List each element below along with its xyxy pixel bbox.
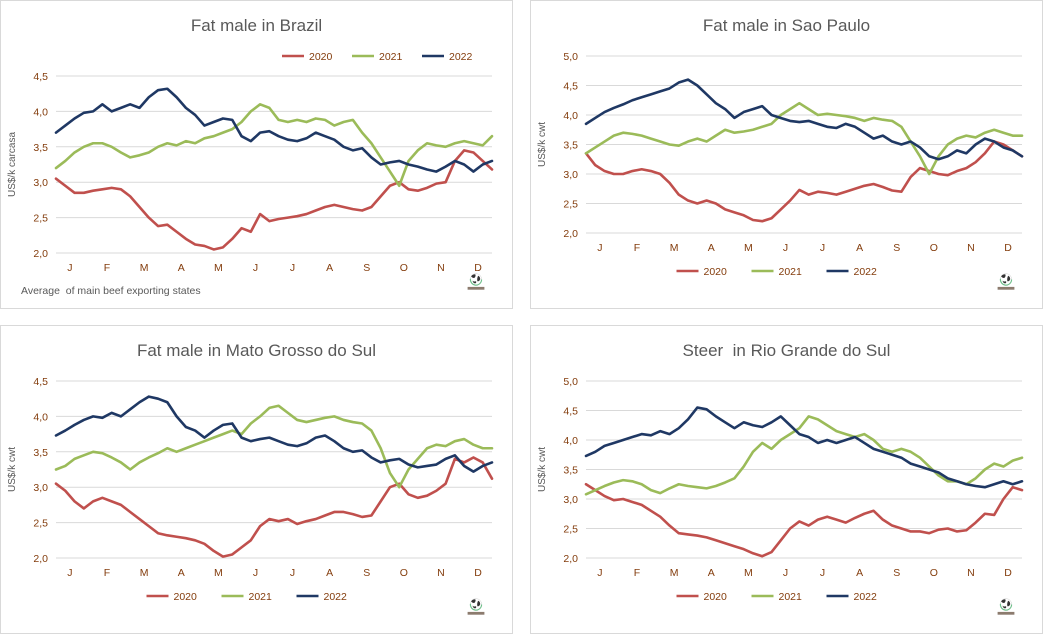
svg-text:US$/k cwt: US$/k cwt <box>537 447 548 492</box>
svg-text:2,0: 2,0 <box>563 228 578 240</box>
svg-text:N: N <box>437 567 445 579</box>
svg-text:D: D <box>1004 567 1012 579</box>
svg-text:2021: 2021 <box>779 266 803 278</box>
svg-text:2022: 2022 <box>854 266 878 278</box>
svg-text:2021: 2021 <box>379 51 403 63</box>
svg-text:3,5: 3,5 <box>563 140 578 152</box>
svg-text:D: D <box>474 567 482 579</box>
svg-text:J: J <box>820 567 825 579</box>
svg-text:5,0: 5,0 <box>563 376 578 388</box>
svg-text:M: M <box>744 567 753 579</box>
svg-text:3,0: 3,0 <box>33 177 48 189</box>
svg-text:M: M <box>140 567 149 579</box>
svg-text:J: J <box>290 567 295 579</box>
svg-text:4,5: 4,5 <box>33 376 48 388</box>
svg-text:4,5: 4,5 <box>33 71 48 83</box>
svg-text:D: D <box>474 262 482 274</box>
svg-text:2,5: 2,5 <box>33 518 48 530</box>
svg-text:J: J <box>67 567 72 579</box>
svg-text:2020: 2020 <box>704 591 728 603</box>
svg-text:J: J <box>783 242 788 254</box>
svg-text:4,0: 4,0 <box>33 106 48 118</box>
svg-text:2,0: 2,0 <box>563 553 578 565</box>
svg-text:3,0: 3,0 <box>33 482 48 494</box>
svg-text:2020: 2020 <box>704 266 728 278</box>
svg-text:2,0: 2,0 <box>33 553 48 565</box>
svg-text:J: J <box>783 567 788 579</box>
svg-text:Fat male in Sao Paulo: Fat male in Sao Paulo <box>703 16 870 35</box>
svg-text:2,0: 2,0 <box>33 248 48 260</box>
svg-text:O: O <box>930 242 938 254</box>
svg-text:2,5: 2,5 <box>33 213 48 225</box>
svg-text:A: A <box>326 567 333 579</box>
svg-text:S: S <box>893 242 900 254</box>
svg-text:US$/k cwt: US$/k cwt <box>537 122 548 167</box>
svg-text:A: A <box>856 242 863 254</box>
svg-text:A: A <box>708 567 715 579</box>
svg-text:US$/k cwt: US$/k cwt <box>7 447 18 492</box>
svg-text:3,5: 3,5 <box>563 465 578 477</box>
svg-text:A: A <box>178 567 185 579</box>
svg-text:A: A <box>178 262 185 274</box>
svg-text:F: F <box>634 567 640 579</box>
svg-text:J: J <box>67 262 72 274</box>
svg-text:4,5: 4,5 <box>563 81 578 93</box>
svg-text:S: S <box>893 567 900 579</box>
svg-text:M: M <box>670 567 679 579</box>
svg-text:N: N <box>967 567 975 579</box>
svg-text:4,0: 4,0 <box>563 110 578 122</box>
svg-text:F: F <box>104 262 110 274</box>
svg-text:D: D <box>1004 242 1012 254</box>
svg-text:A: A <box>708 242 715 254</box>
svg-text:3,5: 3,5 <box>33 447 48 459</box>
svg-text:M: M <box>214 262 223 274</box>
svg-text:5,0: 5,0 <box>563 51 578 63</box>
svg-text:A: A <box>856 567 863 579</box>
svg-text:Steer in Rio Grande do Sul: Steer in Rio Grande do Sul <box>683 341 891 360</box>
svg-text:J: J <box>597 242 602 254</box>
svg-text:2021: 2021 <box>779 591 803 603</box>
svg-text:2022: 2022 <box>324 591 348 603</box>
svg-text:S: S <box>363 567 370 579</box>
svg-text:Fat male in Mato Grosso do Sul: Fat male in Mato Grosso do Sul <box>137 341 376 360</box>
svg-text:2022: 2022 <box>854 591 878 603</box>
svg-text:M: M <box>214 567 223 579</box>
svg-text:3,5: 3,5 <box>33 142 48 154</box>
svg-text:O: O <box>400 262 408 274</box>
svg-text:F: F <box>634 242 640 254</box>
svg-text:J: J <box>290 262 295 274</box>
svg-text:O: O <box>400 567 408 579</box>
svg-text:3,0: 3,0 <box>563 169 578 181</box>
svg-text:2,5: 2,5 <box>563 199 578 211</box>
svg-text:S: S <box>363 262 370 274</box>
svg-text:4,0: 4,0 <box>33 411 48 423</box>
svg-text:J: J <box>253 262 258 274</box>
svg-text:J: J <box>253 567 258 579</box>
svg-text:2,5: 2,5 <box>563 524 578 536</box>
svg-text:M: M <box>670 242 679 254</box>
svg-text:3,0: 3,0 <box>563 494 578 506</box>
svg-text:4,0: 4,0 <box>563 435 578 447</box>
svg-text:M: M <box>744 242 753 254</box>
svg-text:2021: 2021 <box>249 591 273 603</box>
svg-text:A: A <box>326 262 333 274</box>
svg-text:J: J <box>597 567 602 579</box>
svg-text:Average of main beef exportin: Average of main beef exporting states <box>21 285 201 297</box>
svg-text:US$/k carcasa: US$/k carcasa <box>7 132 18 197</box>
svg-text:2020: 2020 <box>309 51 333 63</box>
svg-text:O: O <box>930 567 938 579</box>
svg-text:2020: 2020 <box>174 591 198 603</box>
svg-text:J: J <box>820 242 825 254</box>
svg-text:F: F <box>104 567 110 579</box>
svg-text:N: N <box>967 242 975 254</box>
svg-text:M: M <box>140 262 149 274</box>
svg-text:N: N <box>437 262 445 274</box>
svg-text:4,5: 4,5 <box>563 406 578 418</box>
svg-text:2022: 2022 <box>449 51 473 63</box>
svg-text:Fat male in Brazil: Fat male in Brazil <box>191 16 322 35</box>
